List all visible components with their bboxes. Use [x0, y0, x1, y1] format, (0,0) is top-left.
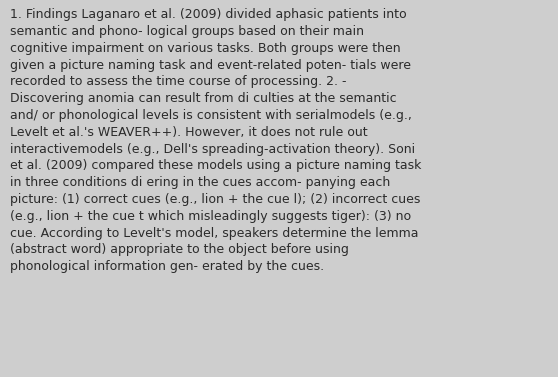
Text: 1. Findings Laganaro et al. (2009) divided aphasic patients into
semantic and ph: 1. Findings Laganaro et al. (2009) divid…	[10, 8, 421, 273]
